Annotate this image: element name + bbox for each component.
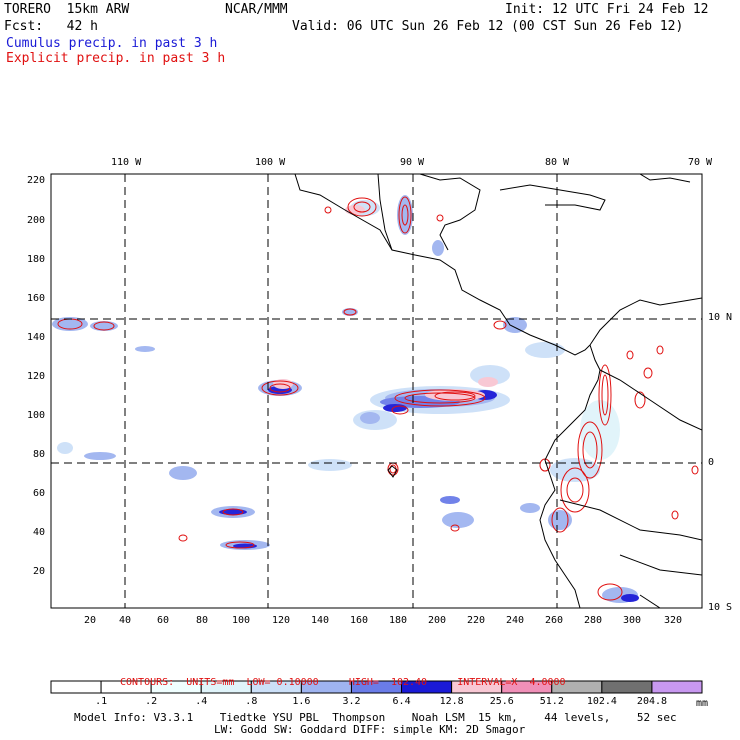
model-name: TORERO 15km ARW	[4, 2, 130, 17]
x-tick: 120	[272, 615, 291, 626]
lon-label-110w: 110 W	[111, 157, 142, 168]
y-tick: 200	[27, 215, 46, 226]
y-tick: 80	[33, 449, 46, 460]
physics-info: LW: Godd SW: Goddard DIFF: simple KM: 2D…	[214, 723, 526, 736]
y-tick: 20	[33, 566, 46, 577]
y-tick: 120	[27, 371, 46, 382]
contour-units: UNITS=mm	[186, 677, 235, 688]
x-tick: 100	[232, 615, 251, 626]
valid-time: Valid: 06 UTC Sun 26 Feb 12 (00 CST Sun …	[292, 19, 684, 34]
x-tick: 280	[584, 615, 603, 626]
colorbar-swatch	[601, 680, 653, 694]
lat-label-10s: 10 S	[708, 602, 733, 613]
lat-label-10n: 10 N	[708, 312, 733, 323]
contour-high: HIGH= 102.40	[348, 677, 428, 688]
colorbar-unit: mm	[696, 698, 709, 709]
colorbar-level-label: 204.8	[636, 696, 668, 707]
init-time: Init: 12 UTC Fri 24 Feb 12	[505, 2, 709, 17]
x-tick: 200	[428, 615, 447, 626]
colorbar-level-label: 25.6	[489, 696, 514, 707]
colorbar-swatch	[50, 680, 102, 694]
colorbar-level-label: .4	[195, 696, 208, 707]
latlon-grid	[51, 174, 702, 608]
forecast-hour: Fcst: 42 h	[4, 19, 98, 34]
y-tick: 220	[27, 175, 46, 186]
x-tick: 220	[467, 615, 486, 626]
x-tick: 320	[664, 615, 683, 626]
coastlines	[294, 174, 702, 608]
colorbar-level-label: 51.2	[539, 696, 564, 707]
contour-label: CONTOURS:	[120, 677, 175, 688]
model-info: Model Info: V3.3.1 Tiedtke YSU PBL Thomp…	[74, 711, 677, 724]
field-cumulus-label: Cumulus precip. in past 3 h	[6, 36, 218, 51]
lon-label-80w: 80 W	[545, 157, 570, 168]
y-tick: 140	[27, 332, 46, 343]
lon-label-90w: 90 W	[400, 157, 425, 168]
lon-label-70w: 70 W	[688, 157, 713, 168]
lon-label-100w: 100 W	[255, 157, 286, 168]
x-tick: 20	[84, 615, 97, 626]
y-tick: 160	[27, 293, 46, 304]
y-tick: 180	[27, 254, 46, 265]
colorbar-level-label: 3.2	[342, 696, 361, 707]
x-tick: 160	[350, 615, 369, 626]
colorbar-level-label: 102.4	[586, 696, 617, 707]
x-tick: 140	[311, 615, 330, 626]
x-tick: 80	[196, 615, 209, 626]
contour-info: CONTOURS: UNITS=mm LOW= 0.10000 HIGH= 10…	[120, 668, 566, 688]
colorbar-level-label: 12.8	[439, 696, 464, 707]
x-tick: 40	[119, 615, 132, 626]
field-explicit-label: Explicit precip. in past 3 h	[6, 51, 226, 66]
contour-interval: INTERVAL=X 4.0000	[457, 677, 566, 688]
colorbar-level-label: 6.4	[392, 696, 411, 707]
contour-low: LOW= 0.10000	[246, 677, 319, 688]
y-tick: 40	[33, 527, 46, 538]
colorbar	[50, 680, 703, 694]
x-tick: 300	[623, 615, 642, 626]
lat-label-0: 0	[708, 457, 715, 468]
explicit-contours	[57, 196, 699, 601]
colorbar-swatch	[651, 680, 703, 694]
colorbar-level-label: 1.6	[292, 696, 311, 707]
x-tick: 240	[506, 615, 525, 626]
organization: NCAR/MMM	[225, 2, 288, 17]
y-tick: 60	[33, 488, 46, 499]
x-tick: 260	[545, 615, 564, 626]
x-tick: 180	[389, 615, 408, 626]
x-tick: 60	[157, 615, 170, 626]
colorbar-level-label: .1	[95, 696, 108, 707]
y-tick: 100	[27, 410, 46, 421]
colorbar-level-label: .2	[145, 696, 158, 707]
colorbar-level-label: .8	[245, 696, 258, 707]
plot-frame	[50, 173, 703, 609]
